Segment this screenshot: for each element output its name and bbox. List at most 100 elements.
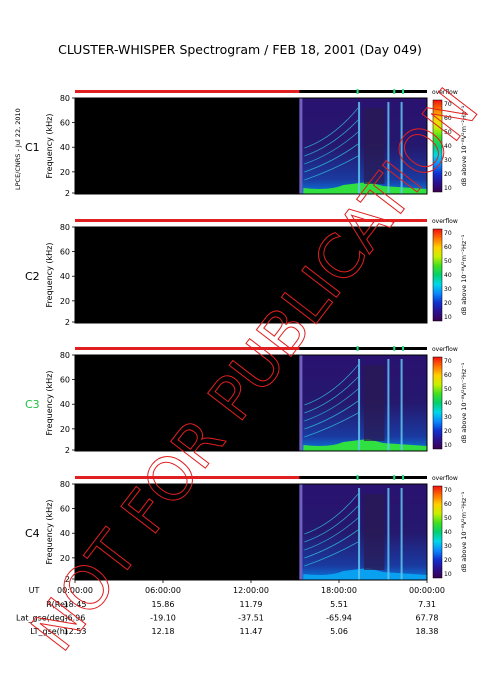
colorbar-label: dB above 10⁻⁸V²m⁻²Hz⁻¹	[460, 234, 468, 315]
spike	[400, 488, 403, 580]
emission-line	[304, 143, 359, 173]
low-intensity-gap	[363, 494, 385, 570]
status-marker	[393, 89, 396, 94]
status-marker	[393, 475, 396, 480]
spectrum-region	[299, 98, 427, 194]
panel-label: C4	[25, 527, 40, 540]
low-freq-band	[303, 182, 427, 194]
colorbar-tick-label: 40	[444, 400, 452, 407]
ephemeris-value: -65.94	[326, 614, 352, 623]
status-marker	[393, 346, 396, 351]
colorbar-tick-label: 30	[444, 286, 452, 293]
ephemeris-value: -19.10	[150, 614, 176, 623]
status-marker	[402, 475, 405, 480]
ephemeris-label: Lat_gse(deg)	[16, 614, 68, 623]
ephemeris-label: LT_gse(h)	[30, 627, 68, 636]
colorbar-tick-label: 10	[444, 314, 452, 321]
colorbar-scale	[432, 228, 443, 322]
ephemeris-label: R(Re)	[46, 600, 68, 609]
status-bar	[75, 347, 427, 350]
ephemeris-value: 15.86	[152, 600, 175, 609]
ephemeris-table: R(Re)18.45 15.86 11.79 5.51 7.31 Lat_gse(deg)…	[16, 600, 438, 636]
colorbar-label: dB above 10⁻⁸V²m⁻²Hz⁻¹	[460, 491, 468, 572]
colorbar-tick-label: 40	[444, 272, 452, 279]
plot-frame	[74, 354, 428, 452]
y-tick-label: 60	[60, 376, 70, 385]
colorbar-scale	[432, 485, 443, 579]
colorbar: overflow 70 60 50 40 30 20 10 dB above 10⁻⁸V²m⁻²…	[432, 218, 468, 322]
emission-line	[304, 119, 359, 157]
emission-line	[304, 529, 359, 559]
spectrum-region	[299, 484, 427, 580]
colorbar-overflow-label: overflow	[432, 475, 458, 482]
colorbar-scale	[432, 99, 443, 193]
y-axis-label: Frequency (kHz)	[45, 243, 54, 308]
emission-line	[304, 493, 359, 535]
y-tick-label: 80	[60, 480, 70, 489]
colorbar-tick-label: 20	[444, 557, 452, 564]
y-tick-label: 20	[60, 168, 70, 177]
x-tick-label: 00:00:00	[409, 586, 445, 595]
colorbar-tick-label: 40	[444, 143, 452, 150]
y-tick-label: 80	[60, 351, 70, 360]
colorbar-tick-label: 20	[444, 300, 452, 307]
y-tick-label: 2	[65, 189, 70, 198]
colorbar-tick-label: 10	[444, 185, 452, 192]
low-freq-band	[303, 568, 427, 580]
colorbar-tick-label: 30	[444, 414, 452, 421]
ephemeris-value: 11.47	[240, 627, 263, 636]
y-axis-label: Frequency (kHz)	[45, 371, 54, 436]
emission-line	[304, 400, 359, 430]
emission-line	[304, 541, 359, 567]
status-bar	[75, 90, 427, 93]
colorbar-tick-label: 20	[444, 171, 452, 178]
x-tick-label: 00:00:00	[57, 586, 93, 595]
chart-title: CLUSTER-WHISPER Spectrogram / FEB 18, 20…	[58, 42, 422, 57]
spike	[358, 488, 361, 580]
colorbar-tick-label: 60	[444, 244, 452, 251]
colorbar-tick-label: 50	[444, 129, 452, 136]
status-bar-data	[299, 347, 427, 350]
colorbar-tick-label: 50	[444, 515, 452, 522]
status-bar	[75, 476, 427, 479]
spike	[387, 488, 390, 580]
panel-c2: 80 60 40 20 2 Frequency (kHz) C2 overflow 70 60 50…	[25, 218, 468, 327]
y-axis-label: Frequency (kHz)	[45, 114, 54, 179]
y-tick-label: 40	[60, 400, 70, 409]
colorbar-tick-label: 70	[444, 487, 452, 494]
spectrum-edge	[299, 484, 303, 580]
panel-c4: 80 60 40 20 2 Frequency (kHz) C4 overflow 70 60 50…	[25, 475, 468, 584]
spike	[387, 102, 390, 194]
y-tick-label: 2	[65, 575, 70, 584]
spike	[358, 102, 361, 194]
spectrum-region	[299, 355, 427, 451]
ephemeris-value: -6.96	[65, 614, 86, 623]
y-tick-label: 80	[60, 223, 70, 232]
colorbar-tick-label: 30	[444, 543, 452, 550]
colorbar-tick-label: 20	[444, 428, 452, 435]
ephemeris-value: 18.38	[416, 627, 439, 636]
spectrum-fill	[299, 484, 427, 580]
colorbar-tick-label: 60	[444, 115, 452, 122]
colorbar-tick-label: 50	[444, 386, 452, 393]
y-tick-label: 40	[60, 529, 70, 538]
status-marker	[356, 475, 359, 480]
plot-frame	[74, 97, 428, 195]
colorbar-label: dB above 10⁻⁸V²m⁻²Hz⁻¹	[460, 362, 468, 443]
y-tick-label: 80	[60, 94, 70, 103]
colorbar-tick-label: 40	[444, 529, 452, 536]
colorbar-overflow-label: overflow	[432, 346, 458, 353]
panel-c3: 80 60 40 20 2 Frequency (kHz) C3 overflow 70 60 50…	[25, 346, 468, 455]
colorbar-tick-label: 70	[444, 358, 452, 365]
y-tick-label: 20	[60, 297, 70, 306]
spike	[387, 359, 390, 451]
spike	[358, 359, 361, 451]
colorbar: overflow 70 60 50 40 30 20 10 dB above 10⁻⁸V²m⁻²…	[432, 475, 468, 579]
ephemeris-value: 12.18	[152, 627, 175, 636]
panel-label: C1	[25, 141, 40, 154]
emission-line	[304, 388, 359, 422]
emission-line	[304, 505, 359, 543]
side-credit-label: LPCE/CNRS - Jul 22, 2010	[14, 108, 22, 190]
y-tick-label: 40	[60, 143, 70, 152]
ephemeris-value: 5.06	[330, 627, 348, 636]
